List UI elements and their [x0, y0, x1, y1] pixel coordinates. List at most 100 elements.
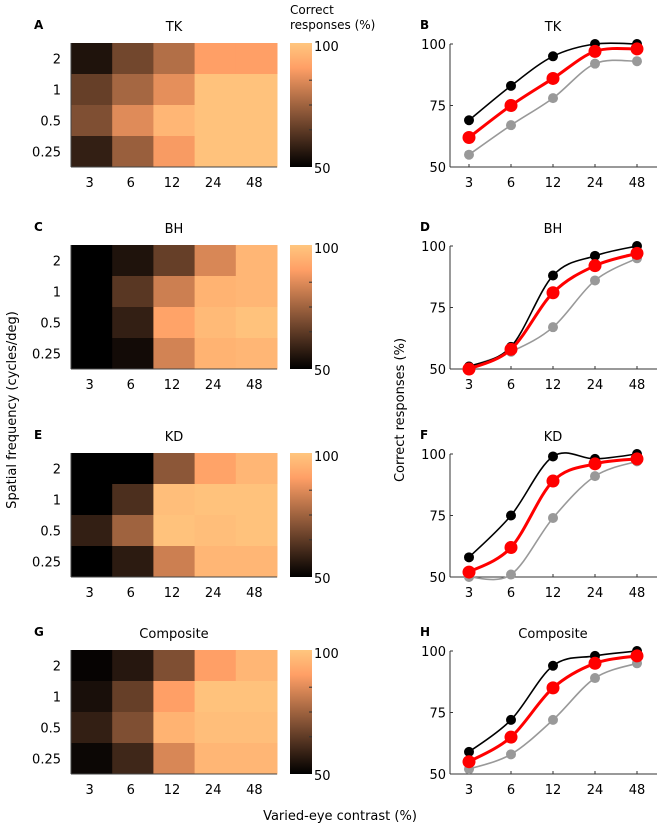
x-tick-label: 48 — [246, 378, 263, 393]
colorbar-max-label: 100 — [314, 242, 339, 257]
colorbar-min-label: 50 — [314, 769, 331, 784]
data-point — [546, 681, 560, 695]
x-tick-label: 12 — [545, 586, 562, 601]
x-tick-label: 6 — [127, 586, 135, 601]
panel-letter: F — [420, 428, 428, 442]
y-tick-label: 0.25 — [32, 146, 61, 161]
data-point — [548, 322, 558, 333]
data-point — [630, 42, 644, 56]
x-tick-label: 12 — [545, 176, 562, 191]
y-tick-label: 75 — [429, 302, 446, 317]
panel-H: H Composite 3 6 12 24 48 50 75 100 — [420, 625, 657, 798]
heatmap-cell — [235, 546, 278, 578]
heatmap-cell — [153, 276, 196, 308]
panel-title: BH — [544, 222, 563, 237]
heatmap-cell — [194, 74, 237, 106]
heatmap-cell — [112, 245, 154, 277]
data-point — [588, 457, 602, 471]
data-point — [588, 44, 602, 58]
heatmap-cell — [71, 307, 113, 339]
x-tick-label: 3 — [85, 783, 93, 798]
y-tick-label: 0.5 — [40, 722, 61, 737]
heatmap-cell — [112, 307, 154, 339]
data-point — [464, 115, 474, 126]
data-point — [548, 660, 558, 671]
data-point — [588, 656, 602, 670]
heatmap-cell — [71, 245, 113, 277]
panel-title: BH — [165, 222, 184, 237]
data-point — [506, 80, 516, 91]
y-tick-label: 0.25 — [32, 753, 61, 768]
heatmap-cell — [153, 650, 196, 682]
fit-curve — [468, 245, 638, 368]
heatmap-cell — [71, 515, 113, 547]
heatmap-cell — [194, 105, 237, 137]
heatmap-cell — [235, 712, 278, 744]
x-tick-label: 48 — [246, 586, 263, 601]
x-tick-label: 12 — [164, 783, 181, 798]
heatmap-cell — [194, 245, 237, 277]
y-tick-label: 0.5 — [40, 115, 61, 130]
x-tick-label: 6 — [507, 378, 515, 393]
heatmap-cell — [194, 484, 237, 516]
x-tick-label: 6 — [127, 783, 135, 798]
heatmap-cell — [153, 453, 196, 485]
y-tick-label: 2 — [53, 53, 61, 68]
x-tick-label: 3 — [465, 378, 473, 393]
heatmap-cell — [153, 245, 196, 277]
heatmap-cell — [112, 453, 154, 485]
data-point — [462, 362, 476, 376]
heatmap-cell — [112, 546, 154, 578]
data-point — [462, 565, 476, 579]
x-tick-label: 24 — [587, 176, 604, 191]
heatmap-cell — [235, 681, 278, 713]
panel-letter: E — [34, 428, 42, 442]
y-tick-label: 2 — [53, 255, 61, 270]
x-tick-label: 12 — [164, 176, 181, 191]
curve-y-axis-label: Correct responses (%) — [393, 338, 408, 482]
x-tick-label: 6 — [127, 176, 135, 191]
panel-title: Composite — [139, 627, 208, 642]
fit-curve — [468, 46, 638, 139]
heatmap-cell — [71, 712, 113, 744]
heatmap-cell — [194, 546, 237, 578]
y-tick-label: 75 — [429, 100, 446, 115]
y-tick-label: 50 — [429, 161, 446, 176]
data-point — [504, 99, 518, 112]
heatmap-cell — [112, 338, 154, 370]
panel-letter: B — [420, 18, 429, 32]
heatmap-cell — [153, 307, 196, 339]
heatmap-cell — [153, 712, 196, 744]
heatmap-cell — [112, 681, 154, 713]
data-point — [590, 275, 600, 286]
panel-title: Composite — [518, 627, 587, 642]
panel-C: C BH 3 6 12 24 48 2 1 0.5 0.25 100 50 — [32, 220, 339, 393]
y-tick-label: 50 — [429, 363, 446, 378]
panel-title: TK — [544, 20, 562, 35]
heatmap-cell — [235, 136, 278, 168]
heatmap-cell — [194, 515, 237, 547]
heatmap-cell — [153, 484, 196, 516]
heatmap-cell — [71, 743, 113, 775]
heatmap-cell — [194, 453, 237, 485]
colorbar — [290, 453, 312, 577]
data-point — [506, 569, 516, 580]
heatmap-cell — [235, 276, 278, 308]
heatmap-cell — [71, 105, 113, 137]
y-tick-label: 1 — [53, 494, 61, 509]
panel-title: TK — [165, 20, 183, 35]
colorbar — [290, 245, 312, 369]
x-tick-label: 12 — [164, 586, 181, 601]
y-tick-label: 100 — [421, 240, 446, 255]
heatmap-cell — [153, 515, 196, 547]
y-tick-label: 2 — [53, 660, 61, 675]
x-tick-label: 3 — [85, 176, 93, 191]
data-point — [464, 149, 474, 160]
data-point — [548, 93, 558, 104]
data-point — [506, 510, 516, 521]
heatmap-cell — [235, 484, 278, 516]
panel-F: F KD 3 6 12 24 48 50 75 100 — [420, 428, 657, 601]
heatmap-cell — [194, 276, 237, 308]
colorbar — [290, 43, 312, 167]
